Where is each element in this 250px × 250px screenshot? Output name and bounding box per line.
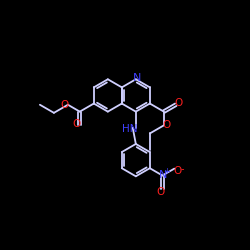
Text: HN: HN: [122, 124, 138, 134]
Text: O: O: [175, 98, 183, 108]
Text: +: +: [163, 167, 170, 176]
Text: N: N: [132, 73, 141, 83]
Text: -: -: [180, 164, 184, 174]
Text: O: O: [72, 119, 81, 129]
Text: O: O: [163, 120, 171, 130]
Text: O: O: [157, 187, 165, 197]
Text: N: N: [159, 170, 168, 180]
Text: O: O: [173, 166, 182, 176]
Text: O: O: [61, 100, 69, 110]
